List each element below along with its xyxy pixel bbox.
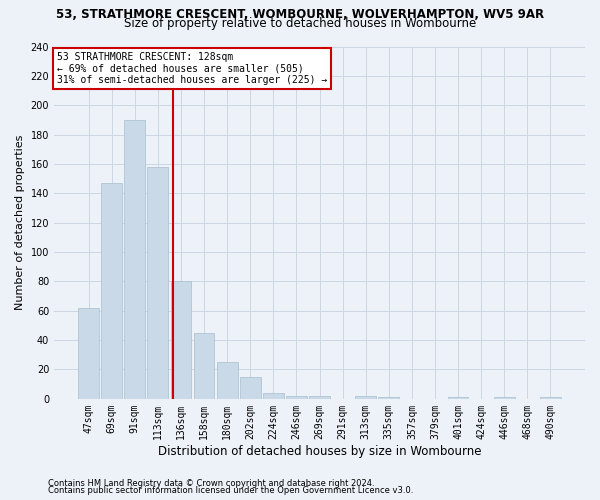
Bar [309,396,330,399]
Bar [170,282,191,399]
Bar [355,396,376,399]
Text: Contains public sector information licensed under the Open Government Licence v3: Contains public sector information licen… [48,486,413,495]
Text: Size of property relative to detached houses in Wombourne: Size of property relative to detached ho… [124,18,476,30]
Bar [194,333,214,399]
Bar [379,398,399,399]
Y-axis label: Number of detached properties: Number of detached properties [15,135,25,310]
Bar [240,377,260,399]
Bar [217,362,238,399]
Bar [286,396,307,399]
Text: 53, STRATHMORE CRESCENT, WOMBOURNE, WOLVERHAMPTON, WV5 9AR: 53, STRATHMORE CRESCENT, WOMBOURNE, WOLV… [56,8,544,20]
Bar [148,167,168,399]
Bar [101,183,122,399]
Text: Contains HM Land Registry data © Crown copyright and database right 2024.: Contains HM Land Registry data © Crown c… [48,478,374,488]
Bar [540,398,561,399]
Bar [448,398,469,399]
Text: 53 STRATHMORE CRESCENT: 128sqm
← 69% of detached houses are smaller (505)
31% of: 53 STRATHMORE CRESCENT: 128sqm ← 69% of … [56,52,327,85]
Bar [124,120,145,399]
Bar [263,393,284,399]
Bar [494,398,515,399]
X-axis label: Distribution of detached houses by size in Wombourne: Distribution of detached houses by size … [158,444,481,458]
Bar [78,308,99,399]
